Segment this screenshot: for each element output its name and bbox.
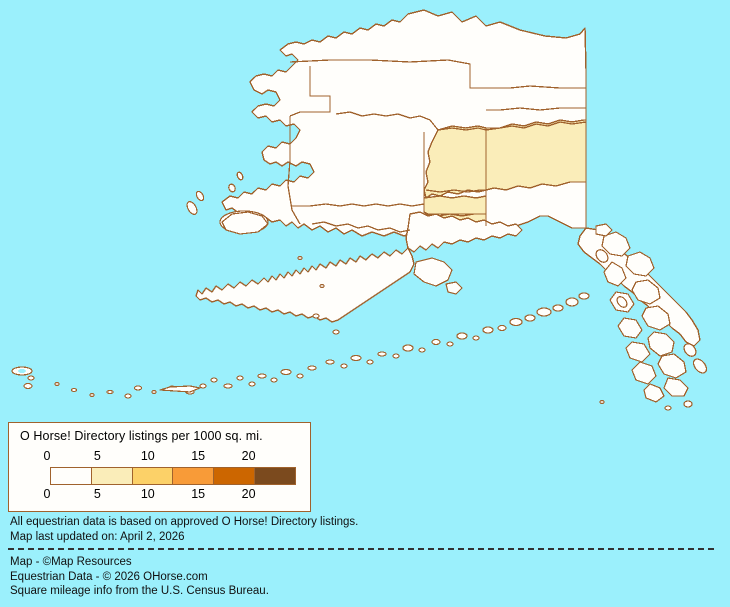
kodiak-and-offshore-islands [186,190,463,335]
legend-tick-top-4: 20 [241,449,256,463]
kenai-peninsula-landmass [195,211,523,323]
legend-panel: O Horse! Directory listings per 1000 sq.… [8,422,311,512]
footer-data-note: All equestrian data is based on approved… [10,516,359,528]
matanuska-susitna-borough [423,125,487,199]
legend-swatch-5 [255,468,295,484]
bering-sea-islands [228,171,325,289]
footer-census-credit: Square mileage info from the U.S. Census… [10,585,269,597]
legend-tick-bottom-4: 20 [241,487,256,501]
legend-swatch-4 [214,468,256,484]
legend-tick-top-3: 15 [191,449,206,463]
aleutian-islands [11,292,590,399]
footer-data-credit: Equestrian Data - © 2026 OHorse.com [10,570,208,583]
footer: All equestrian data is based on approved… [8,515,714,599]
legend-ticks-bottom: 0 5 10 15 20 [43,487,299,503]
legend-title: O Horse! Directory listings per 1000 sq.… [20,429,263,443]
alexander-archipelago-islands [595,223,708,411]
legend-ticks-top: 0 5 10 15 20 [43,449,299,465]
legend-tick-top-0: 0 [43,449,51,463]
legend-swatch-1 [91,468,133,484]
legend-tick-bottom-0: 0 [43,487,51,501]
legend-tick-bottom-3: 15 [191,487,206,501]
legend-color-bar [50,467,296,485]
anchorage-municipality [423,195,487,217]
legend-tick-top-2: 10 [140,449,155,463]
interior-southcentral-borough [485,119,587,191]
legend-swatch-3 [173,468,215,484]
footer-updated-note: Map last updated on: April 2, 2026 [10,530,185,543]
legend-swatch-0 [51,468,92,484]
borough-boundaries [287,59,587,233]
legend-tick-bottom-1: 5 [93,487,101,501]
legend-tick-top-1: 5 [93,449,101,463]
legend-swatch-2 [132,468,174,484]
footer-divider [8,548,714,550]
footer-map-credit: Map - ©Map Resources [10,556,132,568]
legend-tick-bottom-2: 10 [140,487,155,501]
